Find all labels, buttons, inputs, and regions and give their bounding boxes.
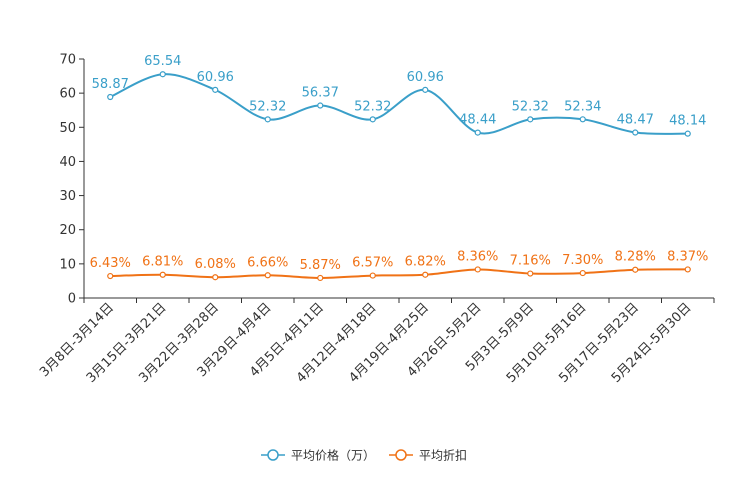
data-point xyxy=(422,86,429,93)
data-label: 7.16% xyxy=(510,254,551,269)
data-label: 48.44 xyxy=(459,113,496,128)
data-point xyxy=(684,266,691,273)
data-label: 52.34 xyxy=(564,99,601,114)
data-label: 6.66% xyxy=(247,255,288,270)
data-point xyxy=(527,270,534,277)
data-point xyxy=(632,266,639,273)
data-point xyxy=(107,93,114,101)
data-label: 6.57% xyxy=(352,256,393,271)
y-tick-label: 70 xyxy=(59,53,76,68)
data-label: 8.36% xyxy=(457,249,498,264)
data-point xyxy=(684,130,691,137)
y-tick-label: 40 xyxy=(59,155,76,170)
data-label: 58.87 xyxy=(92,77,129,92)
data-label: 48.47 xyxy=(617,113,654,128)
data-label: 5.87% xyxy=(300,258,341,273)
legend-label: 平均折扣 xyxy=(419,448,467,463)
y-tick-label: 20 xyxy=(59,223,76,238)
legend: 平均价格（万） 平均折扣 xyxy=(261,448,467,463)
data-label: 8.28% xyxy=(615,250,656,265)
data-point xyxy=(527,116,534,123)
data-point xyxy=(159,71,166,78)
y-tick-label: 30 xyxy=(59,189,76,204)
data-point xyxy=(369,116,376,123)
legend-marker xyxy=(267,449,279,461)
series-line xyxy=(110,268,688,279)
data-point xyxy=(159,271,166,278)
data-label: 6.81% xyxy=(142,255,183,270)
data-point xyxy=(317,274,324,282)
data-label: 6.43% xyxy=(90,256,131,271)
legend-item-1: 平均价格（万） xyxy=(261,448,375,463)
data-point xyxy=(212,274,219,281)
data-label: 52.32 xyxy=(354,99,391,114)
data-label: 6.08% xyxy=(195,257,236,272)
data-point xyxy=(264,272,271,279)
data-point xyxy=(474,266,481,273)
data-label: 52.32 xyxy=(249,99,286,114)
data-point xyxy=(369,272,376,279)
data-label: 8.37% xyxy=(667,249,708,264)
legend-item-2: 平均折扣 xyxy=(389,448,467,463)
data-label: 48.14 xyxy=(669,114,706,129)
data-label: 60.96 xyxy=(197,70,234,85)
data-point xyxy=(107,272,114,280)
data-point xyxy=(632,129,639,136)
data-label: 7.30% xyxy=(562,253,603,268)
legend-marker xyxy=(395,449,407,461)
series-2: 6.43% 6.81% 6.08% 6.66% 5.87% 6.57% 6.82% 8.36%… xyxy=(90,249,708,282)
series-layer: 58.87 65.54 60.96 52.32 56.37 52.32 60.96 48.44… xyxy=(90,54,708,282)
data-point xyxy=(212,86,219,93)
data-point xyxy=(264,116,271,123)
y-tick-label: 10 xyxy=(59,257,76,272)
data-label: 65.54 xyxy=(144,54,181,69)
data-label: 60.96 xyxy=(407,70,444,85)
y-tick-label: 60 xyxy=(59,87,76,102)
data-point xyxy=(579,269,586,277)
y-tick-label: 50 xyxy=(59,121,76,136)
legend-label: 平均价格（万） xyxy=(291,448,375,463)
y-tick-label: 0 xyxy=(68,292,76,307)
data-label: 6.82% xyxy=(405,255,446,270)
data-point xyxy=(474,129,481,136)
series-1: 58.87 65.54 60.96 52.32 56.37 52.32 60.96 48.44… xyxy=(92,54,706,137)
data-point xyxy=(317,102,324,109)
data-label: 52.32 xyxy=(512,99,549,114)
data-point xyxy=(579,116,586,123)
data-label: 56.37 xyxy=(302,86,339,101)
data-point xyxy=(422,271,429,278)
